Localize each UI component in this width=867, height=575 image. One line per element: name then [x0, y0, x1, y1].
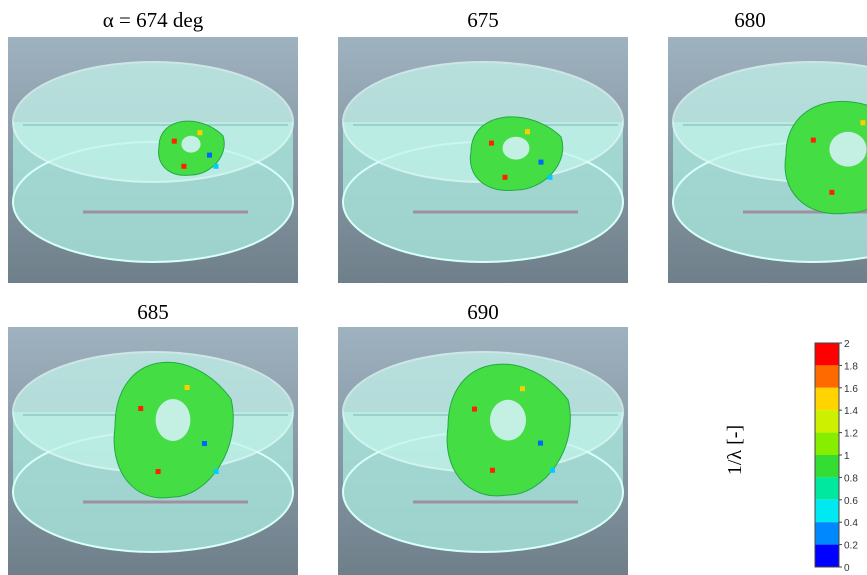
- render-panel: [338, 327, 628, 575]
- colorbar-band: [815, 410, 839, 432]
- blob-speck: [860, 120, 865, 125]
- colorbar-band: [815, 545, 839, 567]
- colorbar-tick-label: 0.8: [844, 473, 858, 484]
- colorbar-band: [815, 522, 839, 544]
- blob-speck: [539, 160, 544, 165]
- colorbar: 2 1.8 1.6 1.4 1.2 1 0.8 0.6 0.4 0.2 0: [790, 330, 867, 575]
- colorbar-tick-label: 1.2: [844, 429, 858, 440]
- colorbar-tick-label: 0.6: [844, 496, 858, 507]
- blob-speck: [181, 164, 186, 169]
- colorbar-band: [815, 365, 839, 387]
- colorbar-tick-label: 1.6: [844, 384, 858, 395]
- blob-speck: [548, 175, 553, 180]
- colorbar-band: [815, 433, 839, 455]
- blob-hole: [490, 400, 526, 441]
- colorbar-tick-label: 0.2: [844, 541, 858, 552]
- colorbar-band: [815, 500, 839, 522]
- panel-title: 685: [8, 300, 298, 325]
- blob-speck: [490, 468, 495, 473]
- blob-speck: [172, 139, 177, 144]
- colorbar-tick-label: 0.4: [844, 518, 858, 529]
- blob-speck: [197, 130, 202, 135]
- panel-title: 675: [338, 8, 628, 33]
- blob-speck: [520, 386, 525, 391]
- panel-title: 690: [338, 300, 628, 325]
- blob-speck: [214, 469, 219, 474]
- blob-hole: [503, 137, 530, 160]
- colorbar-tick-label: 2: [844, 339, 850, 350]
- panel-title: α = 674 deg: [8, 8, 298, 33]
- disc-top: [13, 62, 293, 182]
- blob-speck: [550, 468, 555, 473]
- blob-speck: [213, 164, 218, 169]
- blob-speck: [138, 406, 143, 411]
- blob-hole: [156, 399, 191, 441]
- blob-speck: [489, 141, 494, 146]
- colorbar-tick-label: 1.8: [844, 361, 858, 372]
- colorbar-tick-label: 1: [844, 451, 850, 462]
- blob-speck: [503, 175, 508, 180]
- render-panel: [338, 37, 628, 283]
- blob-hole: [829, 132, 866, 167]
- blob-speck: [525, 129, 530, 134]
- blob-speck: [472, 407, 477, 412]
- blob-speck: [185, 385, 190, 390]
- colorbar-band: [815, 455, 839, 477]
- blob-hole: [181, 136, 200, 153]
- colorbar-band: [815, 477, 839, 499]
- render-panel: [668, 37, 867, 283]
- blob-speck: [207, 153, 212, 158]
- blob-speck: [829, 190, 834, 195]
- figure: α = 674 deg 675 680 685 690 1/λ [-] 2 1.8…: [0, 0, 867, 575]
- colorbar-band: [815, 388, 839, 410]
- render-panel: [8, 327, 298, 575]
- blob-speck: [538, 441, 543, 446]
- colorbar-tick-label: 0: [844, 563, 850, 574]
- colorbar-tick-label: 1.4: [844, 406, 858, 417]
- render-panel: [8, 37, 298, 283]
- panel-title: 680: [680, 8, 820, 33]
- colorbar-label: 1/λ [-]: [715, 415, 755, 485]
- blob-speck: [811, 138, 816, 143]
- colorbar-band: [815, 343, 839, 365]
- blob-speck: [156, 469, 161, 474]
- blob-speck: [202, 441, 207, 446]
